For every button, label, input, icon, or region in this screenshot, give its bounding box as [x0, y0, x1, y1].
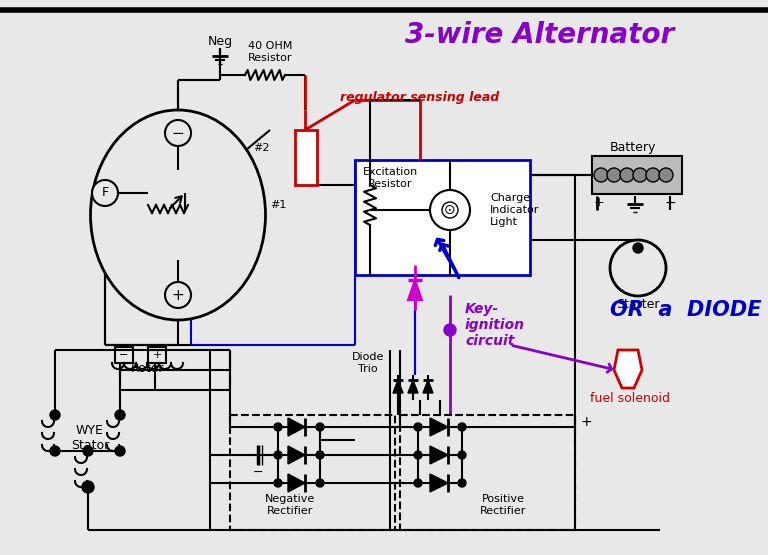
Text: WYE
Stator: WYE Stator — [71, 424, 109, 452]
Bar — [148, 347, 166, 363]
Circle shape — [165, 282, 191, 308]
Text: ⊙: ⊙ — [444, 203, 456, 217]
Circle shape — [444, 324, 456, 336]
Circle shape — [83, 446, 93, 456]
Polygon shape — [288, 418, 305, 436]
Text: #1: #1 — [270, 200, 286, 210]
Text: Excitation
Resistor: Excitation Resistor — [362, 167, 418, 189]
Circle shape — [50, 410, 60, 420]
Circle shape — [274, 451, 282, 459]
Text: −: − — [664, 196, 676, 210]
Circle shape — [274, 423, 282, 431]
Polygon shape — [408, 280, 422, 300]
Ellipse shape — [91, 110, 266, 320]
Bar — [115, 347, 133, 363]
Circle shape — [414, 423, 422, 431]
Circle shape — [414, 479, 422, 487]
Text: Neg: Neg — [207, 36, 233, 48]
Circle shape — [620, 168, 634, 182]
Text: +: + — [580, 415, 591, 429]
Bar — [592, 156, 682, 194]
Text: +: + — [594, 196, 604, 209]
Circle shape — [458, 479, 466, 487]
Circle shape — [82, 481, 94, 493]
Bar — [295, 130, 317, 185]
Polygon shape — [288, 474, 305, 492]
Text: #2: #2 — [253, 143, 270, 153]
Polygon shape — [288, 446, 305, 464]
Text: OR  a  DIODE: OR a DIODE — [610, 300, 762, 320]
Polygon shape — [430, 418, 448, 436]
Circle shape — [633, 168, 647, 182]
Text: 40 OHM
Resistor: 40 OHM Resistor — [248, 41, 293, 63]
Text: Positive
Rectifier: Positive Rectifier — [480, 494, 526, 516]
Text: Diode
Trio: Diode Trio — [352, 352, 384, 374]
Circle shape — [316, 479, 324, 487]
Bar — [355, 160, 530, 275]
Bar — [230, 415, 395, 530]
Circle shape — [633, 243, 643, 253]
Polygon shape — [430, 474, 448, 492]
Text: +: + — [152, 350, 162, 360]
Circle shape — [430, 190, 470, 230]
Text: +: + — [171, 287, 184, 302]
Text: −: − — [119, 350, 129, 360]
Text: −: − — [171, 125, 184, 140]
Polygon shape — [430, 446, 448, 464]
Text: Negative
Rectifier: Negative Rectifier — [265, 494, 315, 516]
Text: Key-
ignition
circuit: Key- ignition circuit — [465, 302, 525, 348]
Circle shape — [316, 423, 324, 431]
Circle shape — [274, 479, 282, 487]
Text: Battery: Battery — [610, 142, 656, 154]
Text: Charge
Indicator
Light: Charge Indicator Light — [490, 193, 539, 226]
Text: Rotor: Rotor — [131, 361, 165, 375]
Circle shape — [414, 451, 422, 459]
Circle shape — [607, 168, 621, 182]
Circle shape — [442, 202, 458, 218]
Polygon shape — [393, 380, 403, 393]
Circle shape — [115, 410, 125, 420]
Circle shape — [458, 451, 466, 459]
Text: F: F — [101, 186, 108, 199]
Text: fuel solenoid: fuel solenoid — [590, 391, 670, 405]
Circle shape — [92, 180, 118, 206]
Bar — [400, 415, 575, 530]
Polygon shape — [408, 380, 418, 393]
Text: −: − — [253, 466, 263, 478]
Circle shape — [458, 423, 466, 431]
Circle shape — [316, 451, 324, 459]
Polygon shape — [614, 350, 642, 388]
Polygon shape — [423, 380, 433, 393]
Circle shape — [659, 168, 673, 182]
Text: regulator sensing lead: regulator sensing lead — [340, 92, 499, 104]
Circle shape — [115, 446, 125, 456]
Circle shape — [594, 168, 608, 182]
Circle shape — [610, 240, 666, 296]
Circle shape — [165, 120, 191, 146]
Text: Starter: Starter — [616, 299, 660, 311]
Text: 3-wire Alternator: 3-wire Alternator — [406, 21, 674, 49]
Circle shape — [646, 168, 660, 182]
Circle shape — [50, 446, 60, 456]
